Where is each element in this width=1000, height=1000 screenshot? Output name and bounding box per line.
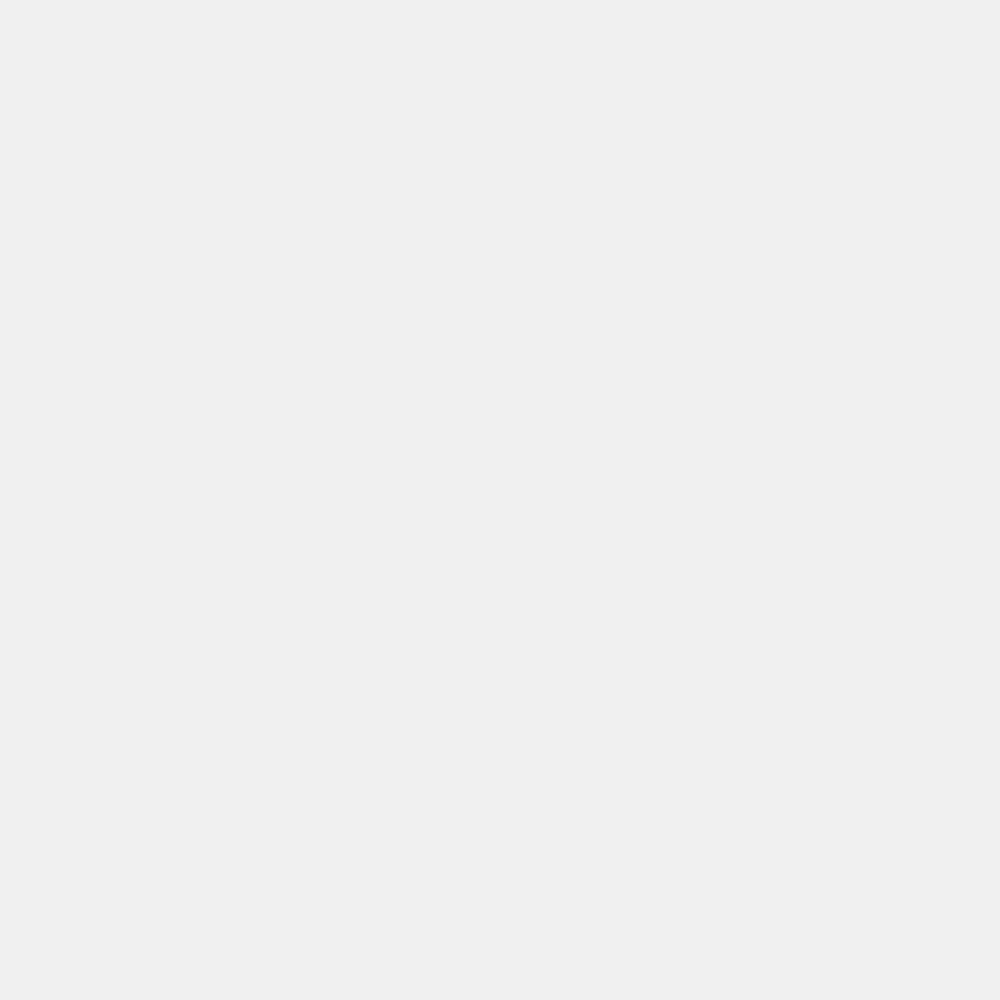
figure-canvas bbox=[0, 0, 1000, 1000]
